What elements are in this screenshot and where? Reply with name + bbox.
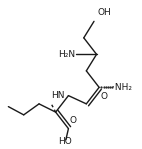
Text: HO: HO bbox=[58, 137, 72, 146]
Text: O: O bbox=[70, 116, 77, 125]
Text: ·NH₂: ·NH₂ bbox=[112, 83, 132, 92]
Text: H₂N: H₂N bbox=[58, 50, 75, 59]
Text: OH: OH bbox=[98, 8, 112, 17]
Text: HN: HN bbox=[51, 91, 65, 100]
Text: O: O bbox=[100, 93, 107, 101]
